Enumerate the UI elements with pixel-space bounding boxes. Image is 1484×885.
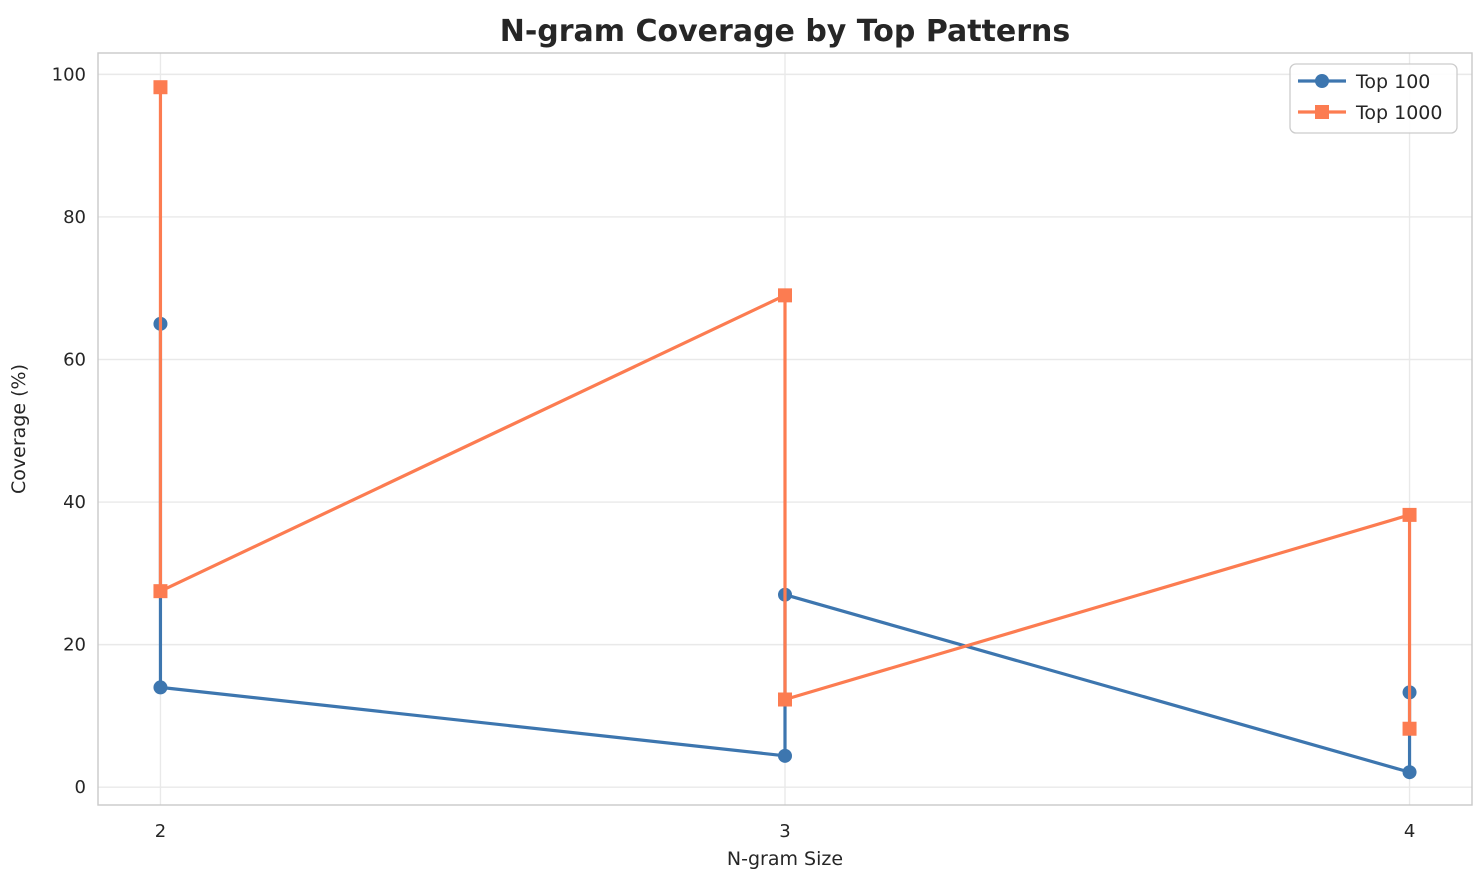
data-point-top-100: [153, 680, 168, 695]
legend-square-marker-icon: [1315, 105, 1329, 119]
series-line-top-1000: [158, 85, 1412, 731]
legend-circle-marker-icon: [1315, 74, 1329, 88]
y-tick-label-0: 0: [75, 777, 86, 798]
legend-item-top-100: Top 100: [1298, 71, 1430, 93]
y-tick-label-80: 80: [63, 207, 86, 228]
spine-layer: [97, 52, 1473, 806]
legend-item-top-1000: Top 1000: [1298, 102, 1442, 124]
chart-title: N-gram Coverage by Top Patterns: [500, 14, 1071, 49]
legend-label-top-100: Top 100: [1355, 71, 1430, 93]
data-point-top-1000: [153, 80, 168, 95]
y-tick-label-20: 20: [63, 635, 86, 656]
data-point-top-1000: [1402, 507, 1417, 522]
y-tick-label-40: 40: [63, 492, 86, 513]
x-tick-label-4: 4: [1404, 821, 1415, 842]
x-tick-label-3: 3: [779, 821, 790, 842]
data-point-top-1000: [778, 692, 792, 707]
x-axis-label: N-gram Size: [727, 848, 843, 870]
data-point-top-1000: [1402, 721, 1417, 736]
legend-label-top-1000: Top 1000: [1355, 102, 1442, 124]
data-point-top-1000: [778, 288, 792, 303]
y-tick-label-100: 100: [52, 64, 86, 85]
x-tick-label-2: 2: [155, 821, 166, 842]
axes-spines: [97, 52, 1473, 806]
series-layer: [153, 80, 1417, 780]
data-point-top-100: [778, 748, 792, 763]
data-point-top-1000: [153, 584, 168, 599]
y-axis-label: Coverage (%): [8, 364, 30, 494]
data-point-top-100: [1402, 765, 1417, 780]
legend: Top 100 Top 1000: [1289, 63, 1458, 134]
y-tick-label-60: 60: [63, 350, 86, 371]
